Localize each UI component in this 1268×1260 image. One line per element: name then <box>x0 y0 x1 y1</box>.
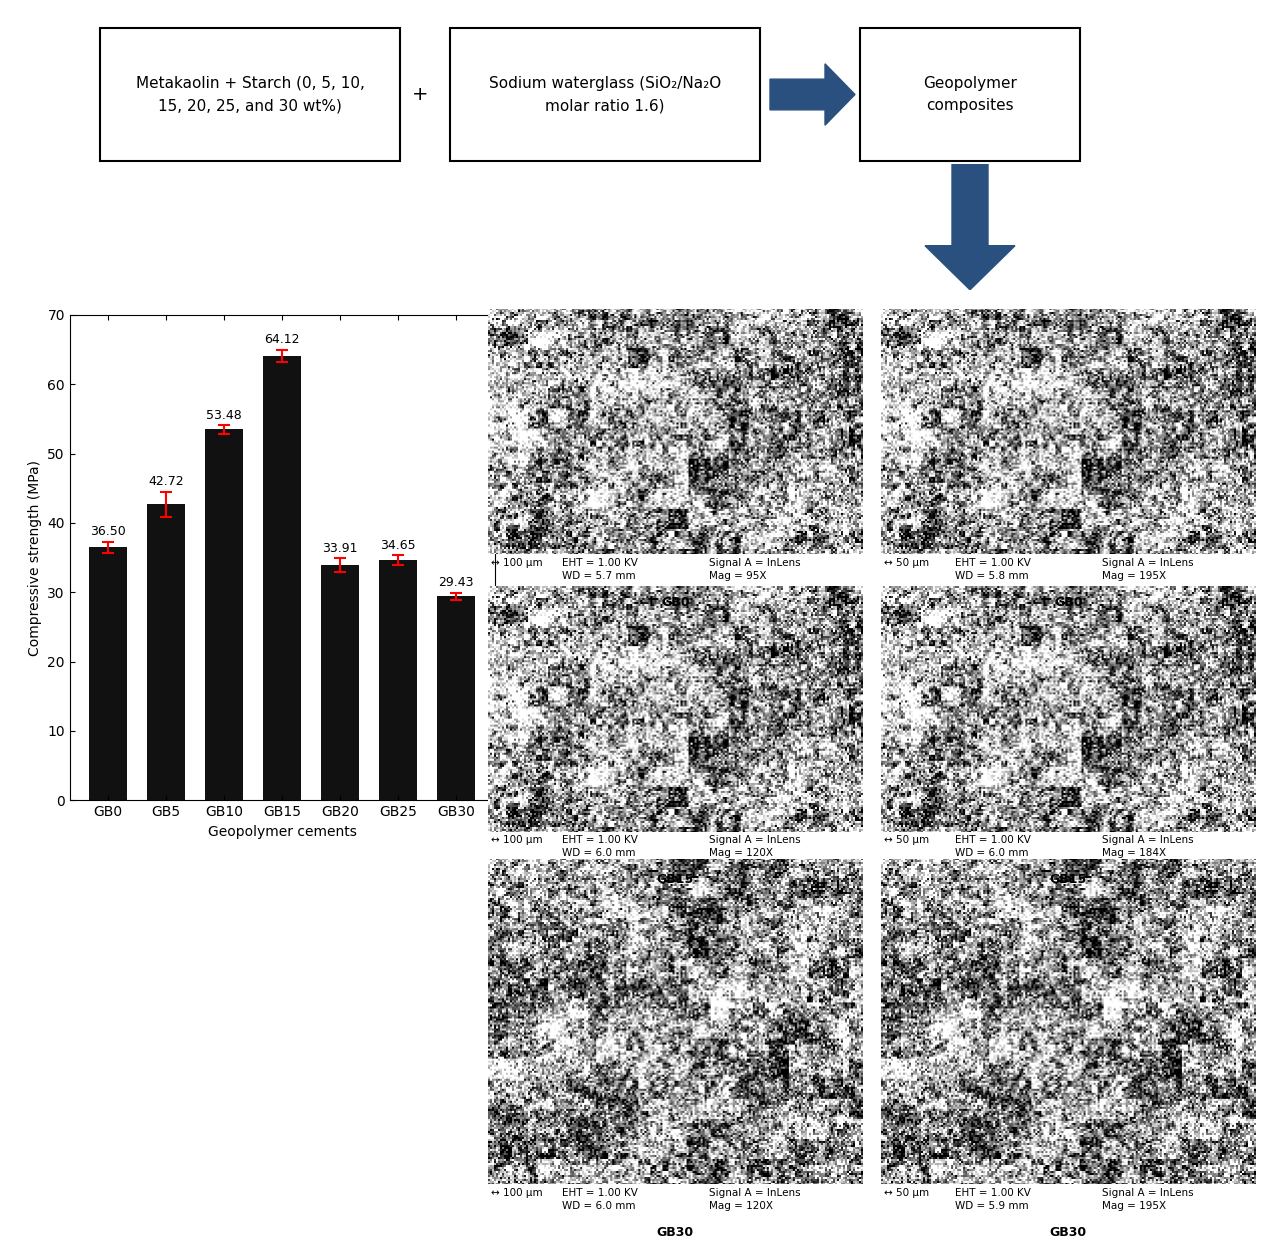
Text: 29.43: 29.43 <box>439 576 474 590</box>
X-axis label: Geopolymer cements: Geopolymer cements <box>208 824 356 838</box>
Text: GB15: GB15 <box>657 873 694 886</box>
Text: Signal A = InLens
Mag = 195X: Signal A = InLens Mag = 195X <box>1102 558 1193 581</box>
Text: EHT = 1.00 KV
WD = 5.9 mm: EHT = 1.00 KV WD = 5.9 mm <box>955 1188 1031 1211</box>
Text: Sodium waterglass (SiO₂/Na₂O
molar ratio 1.6): Sodium waterglass (SiO₂/Na₂O molar ratio… <box>489 76 721 113</box>
Text: ↔ 100 μm: ↔ 100 μm <box>491 835 543 845</box>
Text: ↔ 50 μm: ↔ 50 μm <box>884 835 929 845</box>
Text: Signal A = InLens
Mag = 120X: Signal A = InLens Mag = 120X <box>709 835 800 858</box>
Text: EHT = 1.00 KV
WD = 6.0 mm: EHT = 1.00 KV WD = 6.0 mm <box>955 835 1031 858</box>
Polygon shape <box>770 64 855 125</box>
Text: GB0: GB0 <box>1054 596 1083 609</box>
Text: 36.50: 36.50 <box>90 525 126 538</box>
Bar <box>147 504 185 800</box>
Text: 33.91: 33.91 <box>322 542 358 554</box>
Text: Signal A = InLens
Mag = 184X: Signal A = InLens Mag = 184X <box>1102 835 1193 858</box>
Text: EHT = 1.00 KV
WD = 6.0 mm: EHT = 1.00 KV WD = 6.0 mm <box>562 835 638 858</box>
Text: GB30: GB30 <box>1050 1226 1087 1239</box>
Text: 42.72: 42.72 <box>148 475 184 488</box>
Text: Signal A = InLens
Mag = 120X: Signal A = InLens Mag = 120X <box>709 1188 800 1211</box>
Text: Geopolymer
composites: Geopolymer composites <box>923 76 1017 113</box>
Text: 53.48: 53.48 <box>207 408 242 422</box>
Text: 34.65: 34.65 <box>380 539 416 552</box>
Text: ↔ 50 μm: ↔ 50 μm <box>884 558 929 568</box>
Text: ↔ 100 μm: ↔ 100 μm <box>491 558 543 568</box>
Text: ↔ 50 μm: ↔ 50 μm <box>884 1188 929 1198</box>
Text: GB15: GB15 <box>1050 873 1087 886</box>
FancyBboxPatch shape <box>860 28 1080 161</box>
Text: +: + <box>412 84 429 105</box>
Text: EHT = 1.00 KV
WD = 6.0 mm: EHT = 1.00 KV WD = 6.0 mm <box>562 1188 638 1211</box>
Text: GB0: GB0 <box>661 596 690 609</box>
Y-axis label: Compressive strength (MPa): Compressive strength (MPa) <box>28 460 42 655</box>
Bar <box>437 596 476 800</box>
FancyBboxPatch shape <box>450 28 760 161</box>
Text: EHT = 1.00 KV
WD = 5.7 mm: EHT = 1.00 KV WD = 5.7 mm <box>562 558 638 581</box>
Polygon shape <box>924 164 1014 290</box>
Text: ↔ 100 μm: ↔ 100 μm <box>491 1188 543 1198</box>
Bar <box>379 559 417 800</box>
Text: Signal A = InLens
Mag = 195X: Signal A = InLens Mag = 195X <box>1102 1188 1193 1211</box>
Bar <box>321 564 359 800</box>
Text: 64.12: 64.12 <box>265 333 299 347</box>
Bar <box>205 430 243 800</box>
Bar <box>264 355 301 800</box>
Text: Signal A = InLens
Mag = 95X: Signal A = InLens Mag = 95X <box>709 558 800 581</box>
Bar <box>89 547 127 800</box>
Text: EHT = 1.00 KV
WD = 5.8 mm: EHT = 1.00 KV WD = 5.8 mm <box>955 558 1031 581</box>
Text: Metakaolin + Starch (0, 5, 10,
15, 20, 25, and 30 wt%): Metakaolin + Starch (0, 5, 10, 15, 20, 2… <box>136 76 364 113</box>
FancyBboxPatch shape <box>100 28 399 161</box>
Text: GB30: GB30 <box>657 1226 694 1239</box>
